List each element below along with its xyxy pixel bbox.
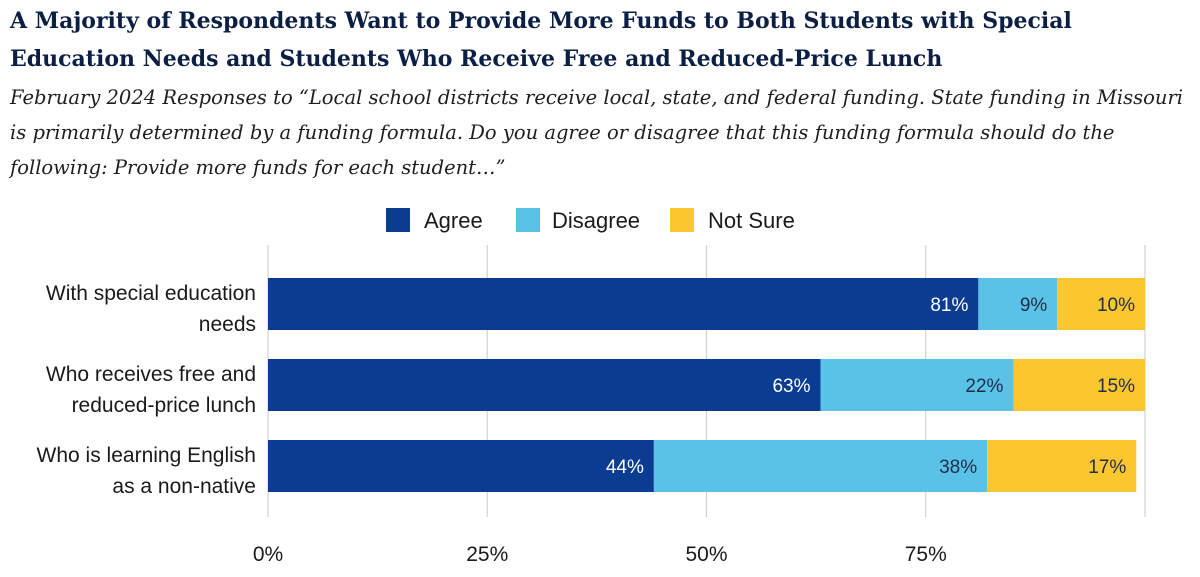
bar-segment bbox=[1057, 278, 1145, 330]
bar-value-label: 15% bbox=[1097, 376, 1135, 397]
legend-label: Agree bbox=[424, 208, 483, 233]
bar-value-label: 44% bbox=[606, 457, 644, 478]
chart-legend: Agree Disagree Not Sure bbox=[386, 208, 795, 233]
bar-segment bbox=[268, 278, 979, 330]
bar-segment bbox=[268, 359, 821, 411]
chart-bars: 81% 9% 10% 63% 22% 15% 44% 38% 17% bbox=[268, 278, 1145, 492]
chart-title: A Majority of Respondents Want to Provid… bbox=[10, 8, 1072, 72]
category-label: Who is learning English as a non-native bbox=[37, 444, 256, 498]
bar-value-label: 81% bbox=[930, 295, 968, 316]
bar-segment bbox=[653, 440, 988, 492]
legend-swatch bbox=[386, 208, 410, 232]
bar-segment bbox=[1013, 359, 1145, 411]
x-tick-label: 25% bbox=[466, 543, 508, 566]
legend-label: Not Sure bbox=[708, 208, 795, 233]
legend-swatch bbox=[670, 208, 694, 232]
legend-swatch bbox=[516, 208, 540, 232]
bar-segment bbox=[820, 359, 1014, 411]
bar-segment bbox=[987, 440, 1137, 492]
bar-value-label: 17% bbox=[1088, 457, 1126, 478]
bar-segment bbox=[268, 440, 654, 492]
bar-value-label: 38% bbox=[939, 457, 977, 478]
x-tick-label: 75% bbox=[905, 543, 947, 566]
category-label: With special education needs bbox=[46, 282, 256, 336]
bar-segment bbox=[978, 278, 1058, 330]
stacked-bar-chart: Agree Disagree Not Sure 81% 9% 10% 63% 22% 15% 4… bbox=[37, 208, 1146, 566]
bar-value-label: 9% bbox=[1020, 295, 1048, 316]
bar-value-label: 63% bbox=[772, 376, 810, 397]
legend-label: Disagree bbox=[552, 208, 640, 233]
bar-value-label: 10% bbox=[1097, 295, 1135, 316]
x-tick-label: 50% bbox=[685, 543, 727, 566]
chart-category-labels: With special education needs Who receives … bbox=[37, 282, 256, 498]
bar-value-label: 22% bbox=[965, 376, 1003, 397]
x-tick-label: 0% bbox=[253, 543, 283, 566]
chart-subtitle: February 2024 Responses to “Local school… bbox=[10, 86, 1184, 179]
chart-x-axis: 0% 25% 50% 75% bbox=[253, 543, 947, 566]
category-label: Who receives free and reduced-price lunch bbox=[46, 363, 256, 417]
